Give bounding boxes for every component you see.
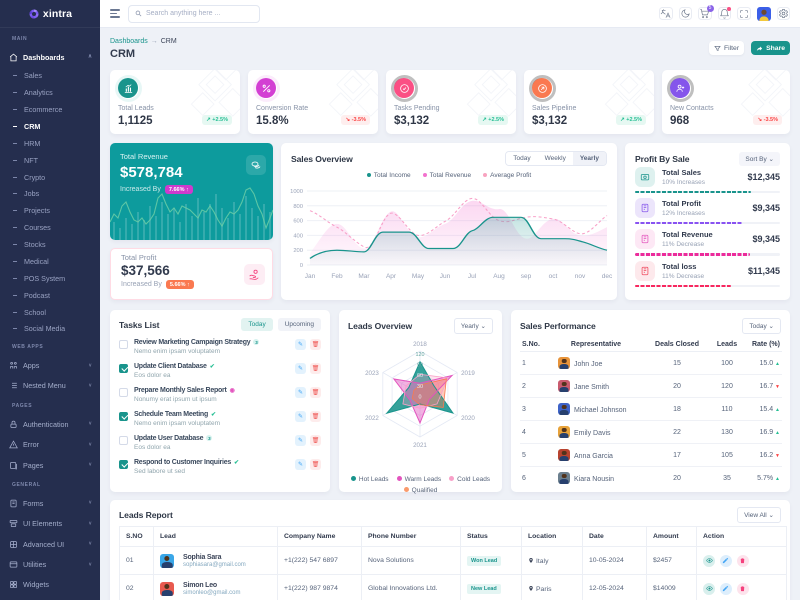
- svg-text:120: 120: [416, 352, 425, 358]
- svg-text:2020: 2020: [461, 415, 475, 422]
- svg-text:200: 200: [293, 248, 303, 254]
- svg-text:400: 400: [293, 233, 303, 239]
- svg-text:2019: 2019: [461, 370, 475, 377]
- svg-text:2022: 2022: [365, 415, 379, 422]
- svg-text:oct: oct: [549, 273, 558, 280]
- svg-text:2018: 2018: [413, 341, 427, 348]
- svg-text:0: 0: [419, 395, 422, 401]
- svg-text:Jan: Jan: [305, 273, 316, 280]
- svg-text:nov: nov: [575, 273, 586, 280]
- svg-text:Feb: Feb: [331, 273, 343, 280]
- svg-text:sep: sep: [521, 273, 532, 280]
- svg-text:May: May: [412, 273, 425, 280]
- svg-text:0: 0: [300, 263, 303, 269]
- svg-text:800: 800: [293, 204, 303, 210]
- svg-text:1000: 1000: [290, 189, 303, 195]
- svg-text:30: 30: [417, 384, 423, 390]
- svg-text:600: 600: [293, 219, 303, 225]
- svg-text:60: 60: [417, 373, 423, 379]
- svg-text:2021: 2021: [413, 442, 427, 449]
- svg-text:Jul: Jul: [468, 273, 477, 280]
- svg-text:Mar: Mar: [358, 273, 370, 280]
- svg-text:dec: dec: [602, 273, 613, 280]
- svg-text:2023: 2023: [365, 370, 379, 377]
- svg-text:90: 90: [417, 363, 423, 369]
- svg-text:Aug: Aug: [493, 273, 505, 280]
- svg-text:Jun: Jun: [440, 273, 451, 280]
- svg-text:Apr: Apr: [386, 273, 397, 280]
